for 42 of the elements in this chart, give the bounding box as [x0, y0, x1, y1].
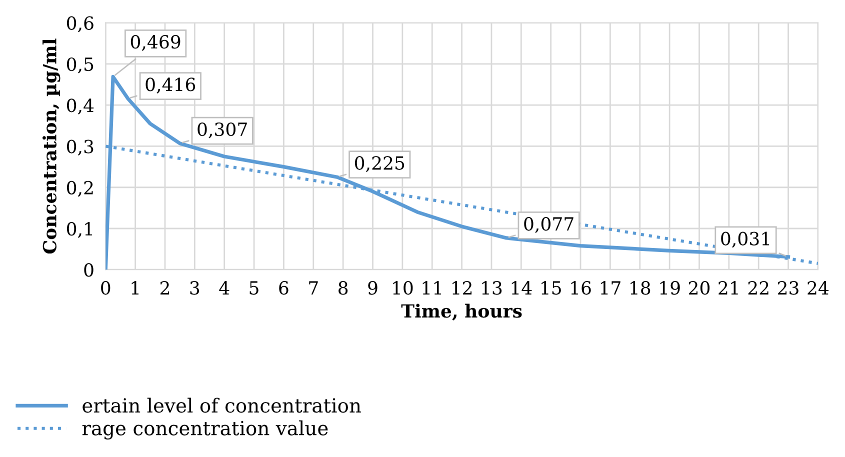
data-label: 0,469 [130, 34, 180, 51]
y-tick-label: 0,4 [66, 98, 94, 114]
data-label: 0,031 [721, 232, 770, 248]
y-tick-label: 0 [84, 263, 94, 277]
y-tick-label: 0,2 [66, 180, 93, 197]
x-tick-label: 23 [778, 281, 798, 295]
legend-label: ertain level of concentration [82, 398, 361, 413]
x-tick-label: 16 [571, 281, 591, 295]
data-label: 0,225 [354, 156, 404, 172]
y-tick-label: 0,5 [66, 57, 94, 74]
x-tick-label: 3 [190, 281, 200, 295]
data-label: 0,077 [524, 217, 574, 233]
x-tick-label: 20 [688, 281, 710, 295]
x-tick-label: 9 [368, 281, 378, 295]
x-tick-label: 10 [393, 281, 413, 295]
y-tick-label: 0,3 [66, 140, 94, 156]
x-tick-label: 12 [452, 281, 472, 294]
x-tick-label: 8 [338, 281, 348, 295]
x-tick-label: 13 [482, 281, 502, 295]
legend-label: rage concentration value [82, 420, 328, 440]
x-tick-label: 21 [718, 281, 738, 294]
y-tick-label: 0,6 [66, 16, 94, 32]
data-label: 0,416 [146, 78, 196, 94]
y-tick-label: 0,1 [66, 222, 92, 238]
x-tick-label: 5 [250, 281, 258, 295]
x-tick-label: 19 [660, 281, 680, 295]
x-tick-label: 6 [279, 281, 288, 295]
x-tick-label: 1 [132, 281, 138, 294]
x-tick-label: 24 [808, 281, 829, 294]
x-tick-label: 0 [101, 281, 110, 295]
x-tick-label: 2 [160, 281, 169, 294]
x-tick-label: 17 [600, 281, 620, 294]
x-tick-label: 22 [748, 281, 768, 294]
x-tick-label: 11 [422, 281, 442, 294]
data-label: 0,307 [198, 122, 247, 138]
x-tick-label: 15 [542, 281, 561, 295]
y-axis-title: Concentration, µg/ml [42, 38, 60, 254]
x-axis-title: Time, hours [401, 304, 522, 320]
x-tick-label: 14 [512, 281, 532, 294]
x-tick-label: 7 [309, 281, 318, 294]
x-tick-label: 4 [219, 281, 230, 294]
x-tick-label: 18 [630, 281, 650, 295]
